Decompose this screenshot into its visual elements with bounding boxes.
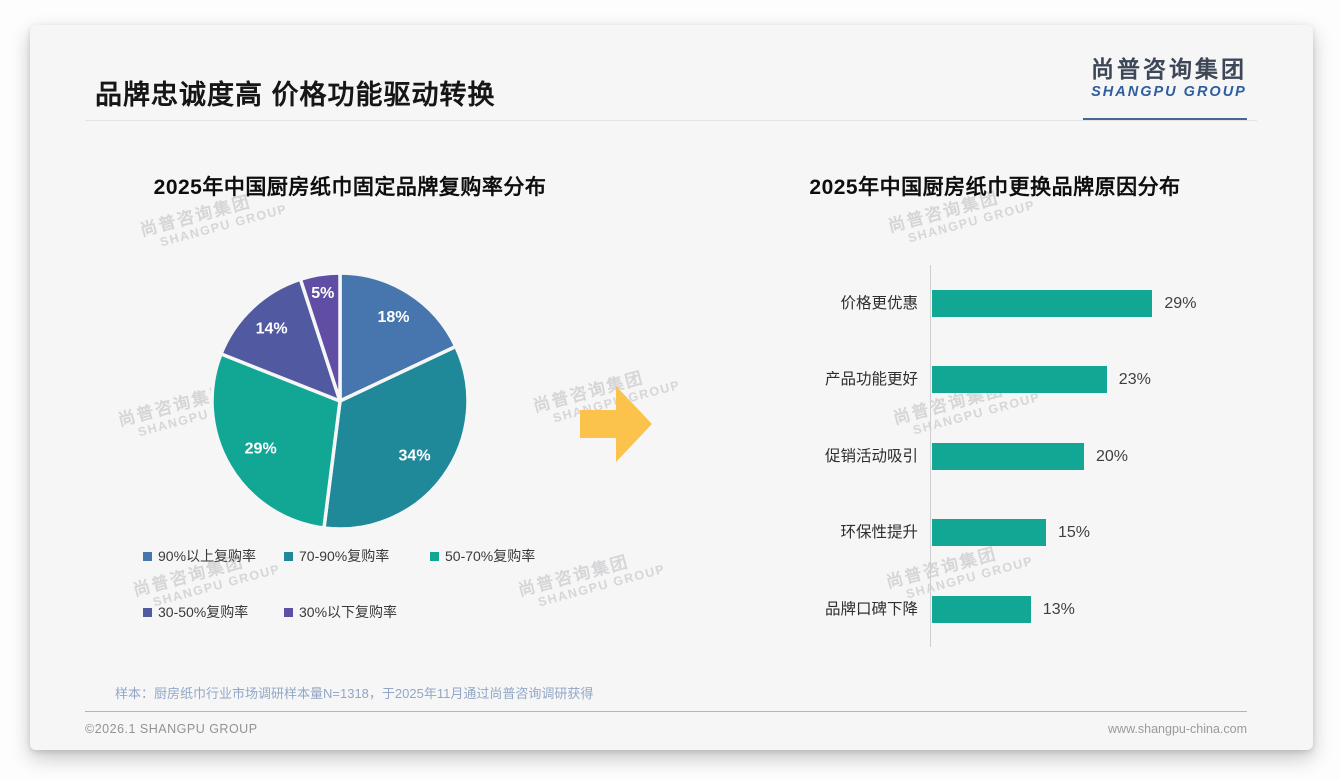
legend-item: 30-50%复购率 — [143, 602, 284, 622]
legend-item: 70-90%复购率 — [284, 546, 430, 566]
pie-slice-label: 5% — [311, 285, 334, 302]
legend-swatch — [143, 551, 152, 561]
arrow-polygon — [580, 386, 652, 462]
bar — [932, 366, 1107, 393]
sample-footnote: 样本：厨房纸巾行业市场调研样本量N=1318，于2025年11月通过尚普咨询调研… — [115, 686, 594, 701]
legend-label: 50-70%复购率 — [445, 548, 536, 564]
bar-category-label: 品牌口碑下降 — [824, 600, 918, 618]
legend-label: 70-90%复购率 — [299, 548, 390, 564]
copyright-text: ©2026.1 SHANGPU GROUP — [85, 722, 258, 736]
legend-swatch — [284, 551, 293, 561]
bar-category-label: 环保性提升 — [840, 524, 918, 541]
slide-card: 尚普咨询集团 SHANGPU GROUP 尚普咨询集团 SHANGPU GROUP 尚普… — [30, 25, 1313, 750]
pie-slice-label: 14% — [256, 321, 288, 338]
legend-swatch — [430, 551, 439, 561]
legend-swatch — [143, 607, 152, 617]
legend-label: 30-50%复购率 — [158, 604, 249, 620]
pie-slice-label: 34% — [399, 448, 431, 465]
legend-item: 30%以下复购率 — [284, 602, 430, 622]
logo-underline — [1083, 118, 1247, 120]
brand-switch-bar-chart: 价格更优惠 29% 产品功能更好 23% 促销活动吸引 20% 环保性提升 15% 品牌口碑下降… — [670, 255, 1290, 675]
bar — [932, 595, 1031, 623]
legend-item: 50-70%复购率 — [430, 546, 623, 566]
bar — [932, 519, 1046, 546]
pie-slice-label: 18% — [377, 309, 409, 326]
legend-label: 90%以上复购率 — [158, 548, 257, 564]
pie-slice — [322, 344, 470, 531]
shangpu-logo: 尚普咨询集团 SHANGPU GROUP — [1091, 55, 1247, 101]
bar-value-label: 15% — [1058, 524, 1091, 541]
bar-value-label: 29% — [1164, 294, 1197, 312]
logo-chinese-text: 尚普咨询集团 — [1091, 56, 1247, 82]
bar-category-label: 价格更优惠 — [840, 294, 918, 312]
pie-slice — [338, 271, 458, 403]
bar-value-label: 20% — [1096, 447, 1129, 465]
pie-legend: 90%以上复购率 70-90%复购率 50-70%复购率 30-50%复购率 30%以下… — [143, 546, 623, 622]
website-url: www.shangpu-china.com — [1108, 722, 1247, 736]
pie-slice — [298, 271, 342, 403]
pie-slice — [210, 352, 342, 530]
footer-divider — [85, 711, 1247, 712]
logo-english-text: SHANGPU GROUP — [1091, 84, 1247, 100]
repurchase-pie-chart: 18% 34% 29% 14% 5% — [210, 271, 470, 531]
legend-label: 30%以下复购率 — [299, 604, 398, 620]
legend-item: 90%以上复购率 — [143, 546, 284, 566]
bar-category-label: 促销活动吸引 — [824, 447, 918, 465]
pie-chart-title: 2025年中国厨房纸巾固定品牌复购率分布 — [153, 176, 547, 199]
pie-slice-label: 29% — [245, 440, 277, 457]
legend-swatch — [284, 607, 293, 617]
bar-chart-title: 2025年中国厨房纸巾更换品牌原因分布 — [809, 176, 1181, 199]
bar-value-label: 23% — [1118, 371, 1151, 388]
bar-chart-axis-line — [930, 265, 931, 647]
bar-value-label: 13% — [1042, 600, 1075, 618]
header-divider — [85, 120, 1257, 121]
bar — [932, 442, 1084, 470]
page-title: 品牌忠诚度高 价格功能驱动转换 — [95, 80, 496, 110]
bar — [932, 289, 1153, 317]
right-arrow-shape — [580, 386, 652, 462]
bar-category-label: 产品功能更好 — [824, 371, 918, 388]
